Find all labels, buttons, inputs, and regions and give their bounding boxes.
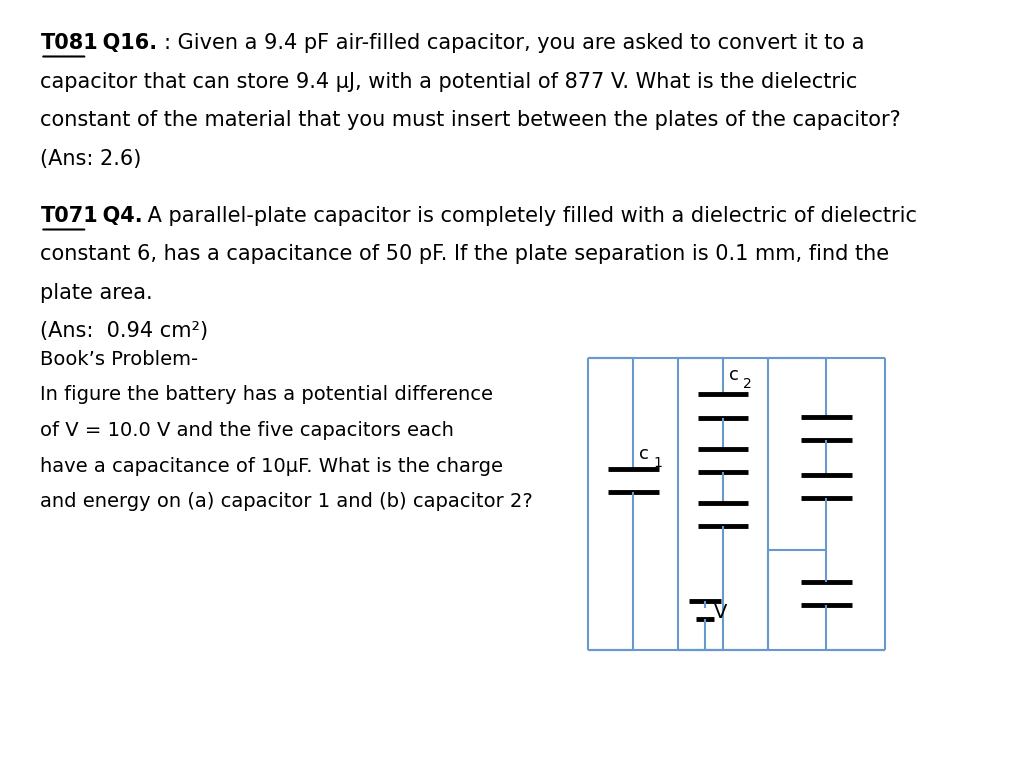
Text: plate area.: plate area. [40, 283, 153, 303]
Text: constant 6, has a capacitance of 50 pF. If the plate separation is 0.1 mm, find : constant 6, has a capacitance of 50 pF. … [40, 244, 890, 264]
Text: 1: 1 [653, 456, 663, 470]
Text: 2: 2 [743, 377, 753, 391]
Text: and energy on (a) capacitor 1 and (b) capacitor 2?: and energy on (a) capacitor 1 and (b) ca… [40, 492, 534, 511]
Text: A parallel-plate capacitor is completely filled with a dielectric of dielectric: A parallel-plate capacitor is completely… [141, 206, 918, 226]
Text: V: V [714, 604, 728, 623]
Text: : Given a 9.4 pF air-filled capacitor, you are asked to convert it to a: : Given a 9.4 pF air-filled capacitor, y… [165, 33, 865, 53]
Text: : Q16.: : Q16. [87, 33, 158, 53]
Text: T081: T081 [40, 33, 98, 53]
Text: (Ans: 2.6): (Ans: 2.6) [40, 148, 141, 168]
Text: : Q4.: : Q4. [87, 206, 142, 226]
Text: c: c [728, 366, 738, 384]
Text: T071: T071 [40, 206, 98, 226]
Text: (Ans:  0.94 cm²): (Ans: 0.94 cm²) [40, 322, 209, 342]
Text: capacitor that can store 9.4 μJ, with a potential of 877 V. What is the dielectr: capacitor that can store 9.4 μJ, with a … [40, 71, 858, 91]
Text: Book’s Problem-: Book’s Problem- [40, 350, 199, 369]
Text: of V = 10.0 V and the five capacitors each: of V = 10.0 V and the five capacitors ea… [40, 421, 455, 440]
Text: constant of the material that you must insert between the plates of the capacito: constant of the material that you must i… [40, 110, 901, 130]
Text: have a capacitance of 10μF. What is the charge: have a capacitance of 10μF. What is the … [40, 456, 504, 475]
Text: In figure the battery has a potential difference: In figure the battery has a potential di… [40, 386, 494, 405]
Text: c: c [639, 445, 648, 463]
